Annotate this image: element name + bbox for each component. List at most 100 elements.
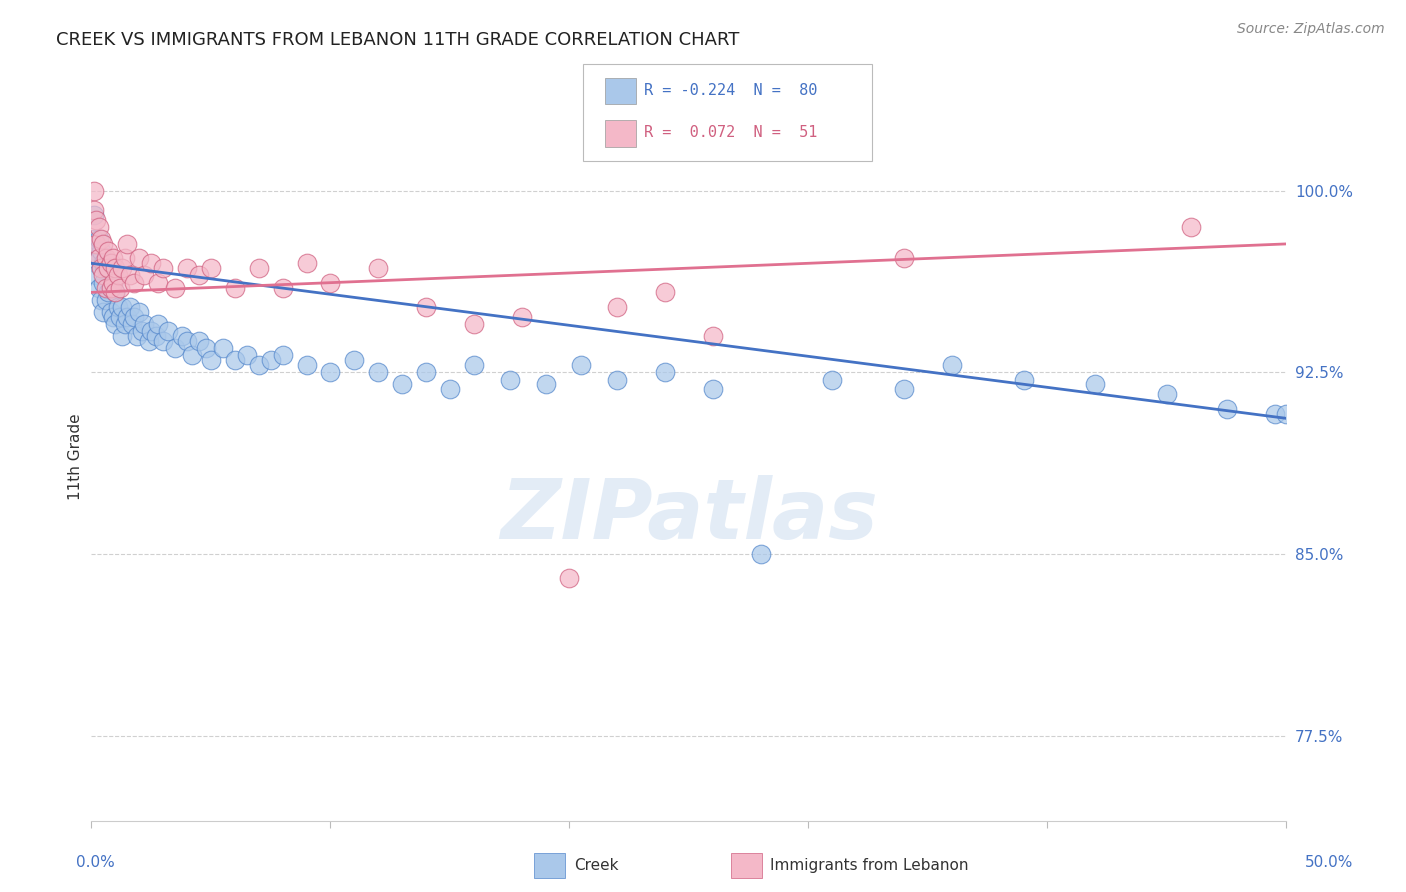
Point (83, 232, 105, 246)
Point (187, 334, 211, 348)
Point (224, 353, 246, 368)
Point (90, 261, 112, 276)
Point (104, 317, 127, 331)
Point (391, 377, 413, 392)
Point (534, 377, 557, 392)
Point (94, 261, 117, 276)
Point (97, 261, 120, 276)
Point (463, 358, 485, 372)
Point (224, 280, 246, 294)
Point (90, 293, 112, 307)
Point (821, 373, 844, 387)
Point (114, 252, 136, 266)
Text: ZIPatlas: ZIPatlas (501, 475, 877, 556)
Point (118, 268, 141, 283)
Point (131, 324, 153, 338)
Point (94, 280, 117, 294)
Point (893, 382, 915, 396)
Text: CREEK VS IMMIGRANTS FROM LEBANON 11TH GRADE CORRELATION CHART: CREEK VS IMMIGRANTS FROM LEBANON 11TH GR… (56, 31, 740, 49)
Point (510, 310, 533, 324)
Point (1012, 373, 1035, 387)
Point (93, 305, 114, 319)
Point (319, 276, 342, 290)
Point (148, 276, 170, 290)
Point (84, 244, 107, 259)
Point (141, 256, 162, 270)
Text: Immigrants from Lebanon: Immigrants from Lebanon (770, 858, 969, 872)
Point (100, 305, 122, 319)
Text: 50.0%: 50.0% (1305, 855, 1353, 870)
Point (152, 261, 174, 276)
Point (100, 280, 122, 294)
Point (195, 341, 218, 355)
Point (176, 334, 198, 348)
Point (145, 329, 167, 343)
Point (749, 547, 772, 561)
Point (1156, 387, 1178, 401)
Y-axis label: 11th Grade: 11th Grade (67, 414, 83, 500)
Point (702, 382, 724, 396)
Point (128, 305, 150, 319)
Point (87, 252, 110, 266)
Point (271, 348, 294, 362)
Text: R =  0.072  N =  51: R = 0.072 N = 51 (644, 126, 817, 140)
Point (498, 373, 520, 387)
Point (111, 261, 134, 276)
Point (132, 317, 155, 331)
Point (83, 202, 105, 217)
Point (141, 324, 162, 338)
Point (200, 261, 222, 276)
Point (93, 276, 114, 290)
Point (1215, 401, 1237, 416)
Point (87, 232, 110, 246)
Point (1180, 219, 1202, 234)
Point (104, 285, 127, 300)
Point (114, 317, 136, 331)
Point (87, 219, 110, 234)
Point (84, 212, 107, 227)
Point (439, 382, 461, 396)
Point (893, 252, 915, 266)
Point (367, 365, 389, 379)
Point (118, 300, 141, 314)
Point (87, 280, 110, 294)
Point (415, 300, 437, 314)
Point (367, 261, 389, 276)
Point (415, 365, 437, 379)
Point (172, 329, 194, 343)
Point (1084, 377, 1107, 392)
Point (180, 348, 202, 362)
Point (121, 317, 143, 331)
Point (111, 300, 134, 314)
Point (90, 261, 112, 276)
Point (101, 276, 124, 290)
Point (111, 329, 134, 343)
Point (84, 256, 107, 270)
Point (104, 261, 127, 276)
Point (124, 276, 146, 290)
Point (83, 184, 105, 198)
Point (93, 268, 114, 283)
Point (247, 358, 270, 372)
Point (115, 310, 138, 324)
Point (1264, 407, 1286, 421)
Point (247, 261, 270, 276)
Point (104, 285, 127, 300)
Point (163, 280, 186, 294)
Point (84, 236, 107, 251)
Point (941, 358, 963, 372)
Point (100, 280, 122, 294)
Point (97, 244, 120, 259)
Point (93, 236, 114, 251)
Point (115, 236, 138, 251)
Point (101, 276, 124, 290)
Point (295, 256, 318, 270)
Point (1275, 407, 1298, 421)
Point (94, 252, 117, 266)
Point (259, 353, 281, 368)
Point (128, 252, 150, 266)
Text: R = -0.224  N =  80: R = -0.224 N = 80 (644, 83, 817, 97)
Point (211, 341, 233, 355)
Point (558, 571, 581, 585)
Point (654, 285, 676, 300)
